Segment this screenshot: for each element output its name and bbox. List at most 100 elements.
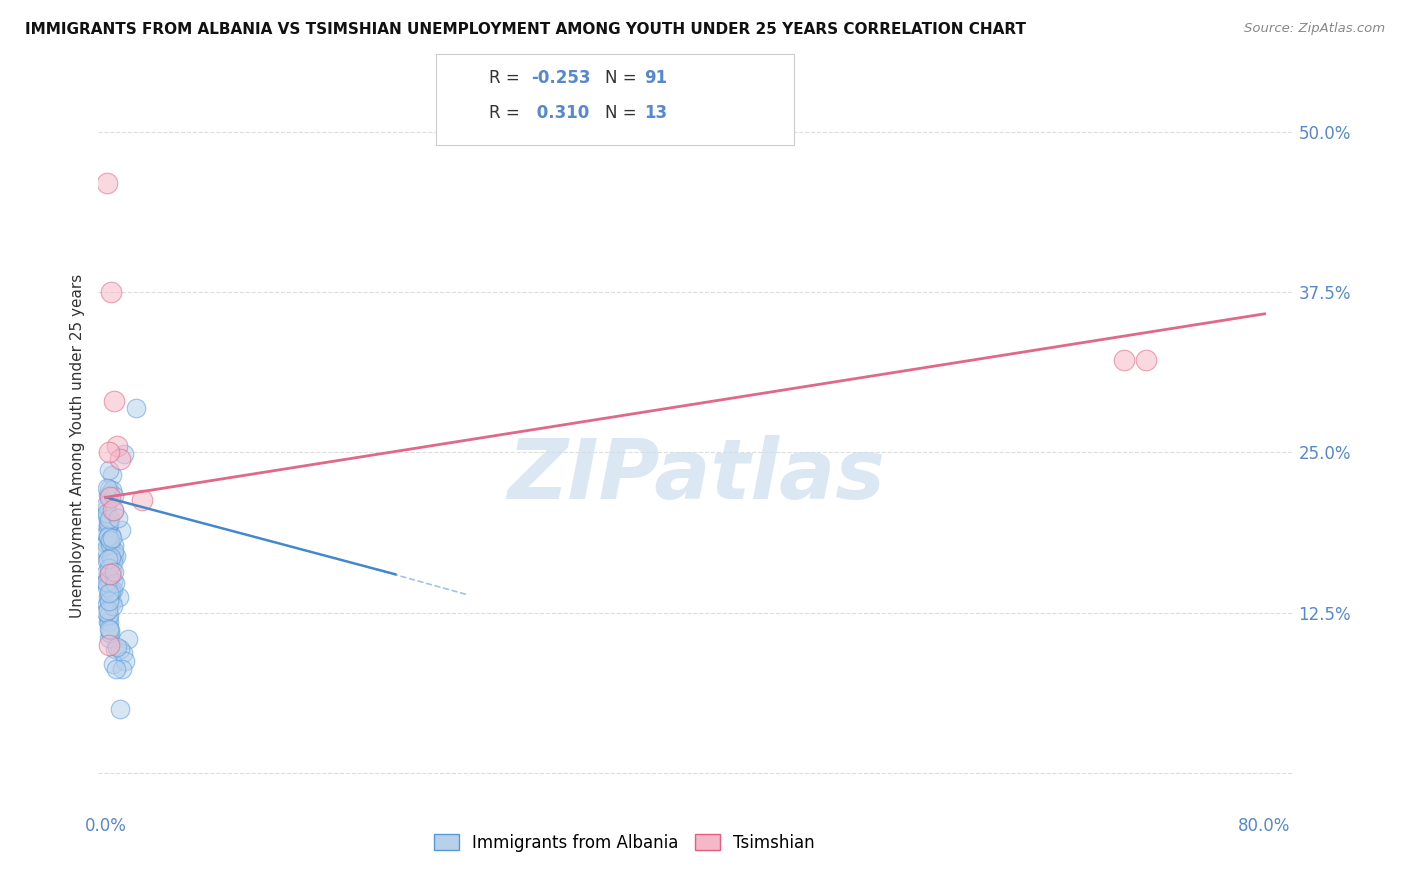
Point bbox=[108, 451, 131, 466]
Point bbox=[97, 516, 120, 531]
Point bbox=[98, 512, 121, 526]
Point bbox=[104, 642, 127, 657]
Point bbox=[96, 488, 118, 502]
Point bbox=[101, 503, 124, 517]
Point bbox=[103, 504, 125, 518]
Point bbox=[96, 500, 118, 515]
Point bbox=[98, 588, 121, 602]
Point bbox=[100, 549, 122, 564]
Point bbox=[97, 591, 120, 605]
Point bbox=[100, 584, 122, 599]
Point bbox=[98, 491, 121, 505]
Point bbox=[114, 654, 136, 668]
Point bbox=[96, 541, 118, 556]
Point bbox=[111, 662, 134, 676]
Point bbox=[98, 590, 121, 604]
Point bbox=[117, 632, 139, 646]
Point bbox=[97, 520, 120, 534]
Point bbox=[97, 615, 120, 629]
Point bbox=[101, 555, 124, 569]
Point bbox=[110, 523, 132, 537]
Point bbox=[104, 575, 127, 590]
Text: 13: 13 bbox=[644, 104, 666, 122]
Point bbox=[98, 516, 121, 531]
Point bbox=[97, 572, 120, 586]
Point bbox=[96, 506, 118, 520]
Point bbox=[97, 615, 120, 629]
Point bbox=[107, 510, 129, 524]
Text: N =: N = bbox=[605, 69, 641, 87]
Point bbox=[97, 603, 120, 617]
Point bbox=[103, 565, 125, 579]
Point bbox=[97, 622, 120, 636]
Point bbox=[96, 597, 118, 611]
Point bbox=[103, 394, 125, 409]
Point bbox=[96, 605, 118, 619]
Point bbox=[97, 573, 120, 587]
Point bbox=[97, 482, 120, 496]
Point bbox=[97, 528, 120, 542]
Text: 0.310: 0.310 bbox=[531, 104, 589, 122]
Point bbox=[98, 586, 121, 600]
Point bbox=[100, 285, 122, 299]
Text: 91: 91 bbox=[644, 69, 666, 87]
Point bbox=[96, 498, 118, 512]
Point bbox=[96, 566, 118, 580]
Text: IMMIGRANTS FROM ALBANIA VS TSIMSHIAN UNEMPLOYMENT AMONG YOUTH UNDER 25 YEARS COR: IMMIGRANTS FROM ALBANIA VS TSIMSHIAN UNE… bbox=[25, 22, 1026, 37]
Text: R =: R = bbox=[489, 104, 526, 122]
Point bbox=[97, 551, 120, 566]
Text: -0.253: -0.253 bbox=[531, 69, 591, 87]
Point bbox=[98, 537, 121, 551]
Point bbox=[96, 545, 118, 559]
Point bbox=[100, 528, 122, 542]
Point bbox=[97, 608, 120, 623]
Point bbox=[105, 662, 128, 676]
Point bbox=[101, 532, 124, 546]
Point bbox=[98, 626, 121, 640]
Point bbox=[108, 702, 131, 716]
Point bbox=[96, 536, 118, 550]
Point bbox=[97, 445, 120, 459]
Point bbox=[105, 549, 128, 563]
Point bbox=[98, 586, 121, 600]
Point bbox=[105, 640, 128, 655]
Text: R =: R = bbox=[489, 69, 526, 87]
Point bbox=[96, 575, 118, 590]
Point bbox=[96, 574, 118, 589]
Point bbox=[98, 624, 121, 638]
Point bbox=[1135, 353, 1157, 368]
Point bbox=[96, 176, 118, 190]
Point bbox=[98, 533, 121, 548]
Point bbox=[96, 580, 118, 594]
Point bbox=[112, 447, 135, 461]
Point bbox=[101, 564, 124, 578]
Point bbox=[103, 544, 125, 558]
Point bbox=[98, 560, 121, 574]
Point bbox=[98, 593, 121, 607]
Point bbox=[97, 608, 120, 623]
Text: ZIPatlas: ZIPatlas bbox=[508, 434, 884, 516]
Legend: Immigrants from Albania, Tsimshian: Immigrants from Albania, Tsimshian bbox=[427, 827, 821, 858]
Point bbox=[100, 552, 122, 566]
Point bbox=[98, 588, 121, 602]
Point bbox=[125, 401, 148, 415]
Point bbox=[97, 568, 120, 582]
Point bbox=[108, 590, 131, 604]
Point bbox=[97, 638, 120, 652]
Point bbox=[96, 554, 118, 568]
Point bbox=[96, 575, 118, 590]
Point bbox=[98, 589, 121, 603]
Point bbox=[98, 539, 121, 553]
Point bbox=[97, 530, 120, 544]
Point bbox=[101, 467, 124, 482]
Point bbox=[96, 508, 118, 523]
Y-axis label: Unemployment Among Youth under 25 years: Unemployment Among Youth under 25 years bbox=[70, 274, 86, 618]
Point bbox=[131, 492, 153, 507]
Point bbox=[98, 463, 121, 477]
Point bbox=[96, 526, 118, 541]
Point bbox=[101, 594, 124, 608]
Point bbox=[105, 439, 128, 453]
Point bbox=[98, 487, 121, 501]
Point bbox=[101, 583, 124, 598]
Point bbox=[108, 641, 131, 656]
